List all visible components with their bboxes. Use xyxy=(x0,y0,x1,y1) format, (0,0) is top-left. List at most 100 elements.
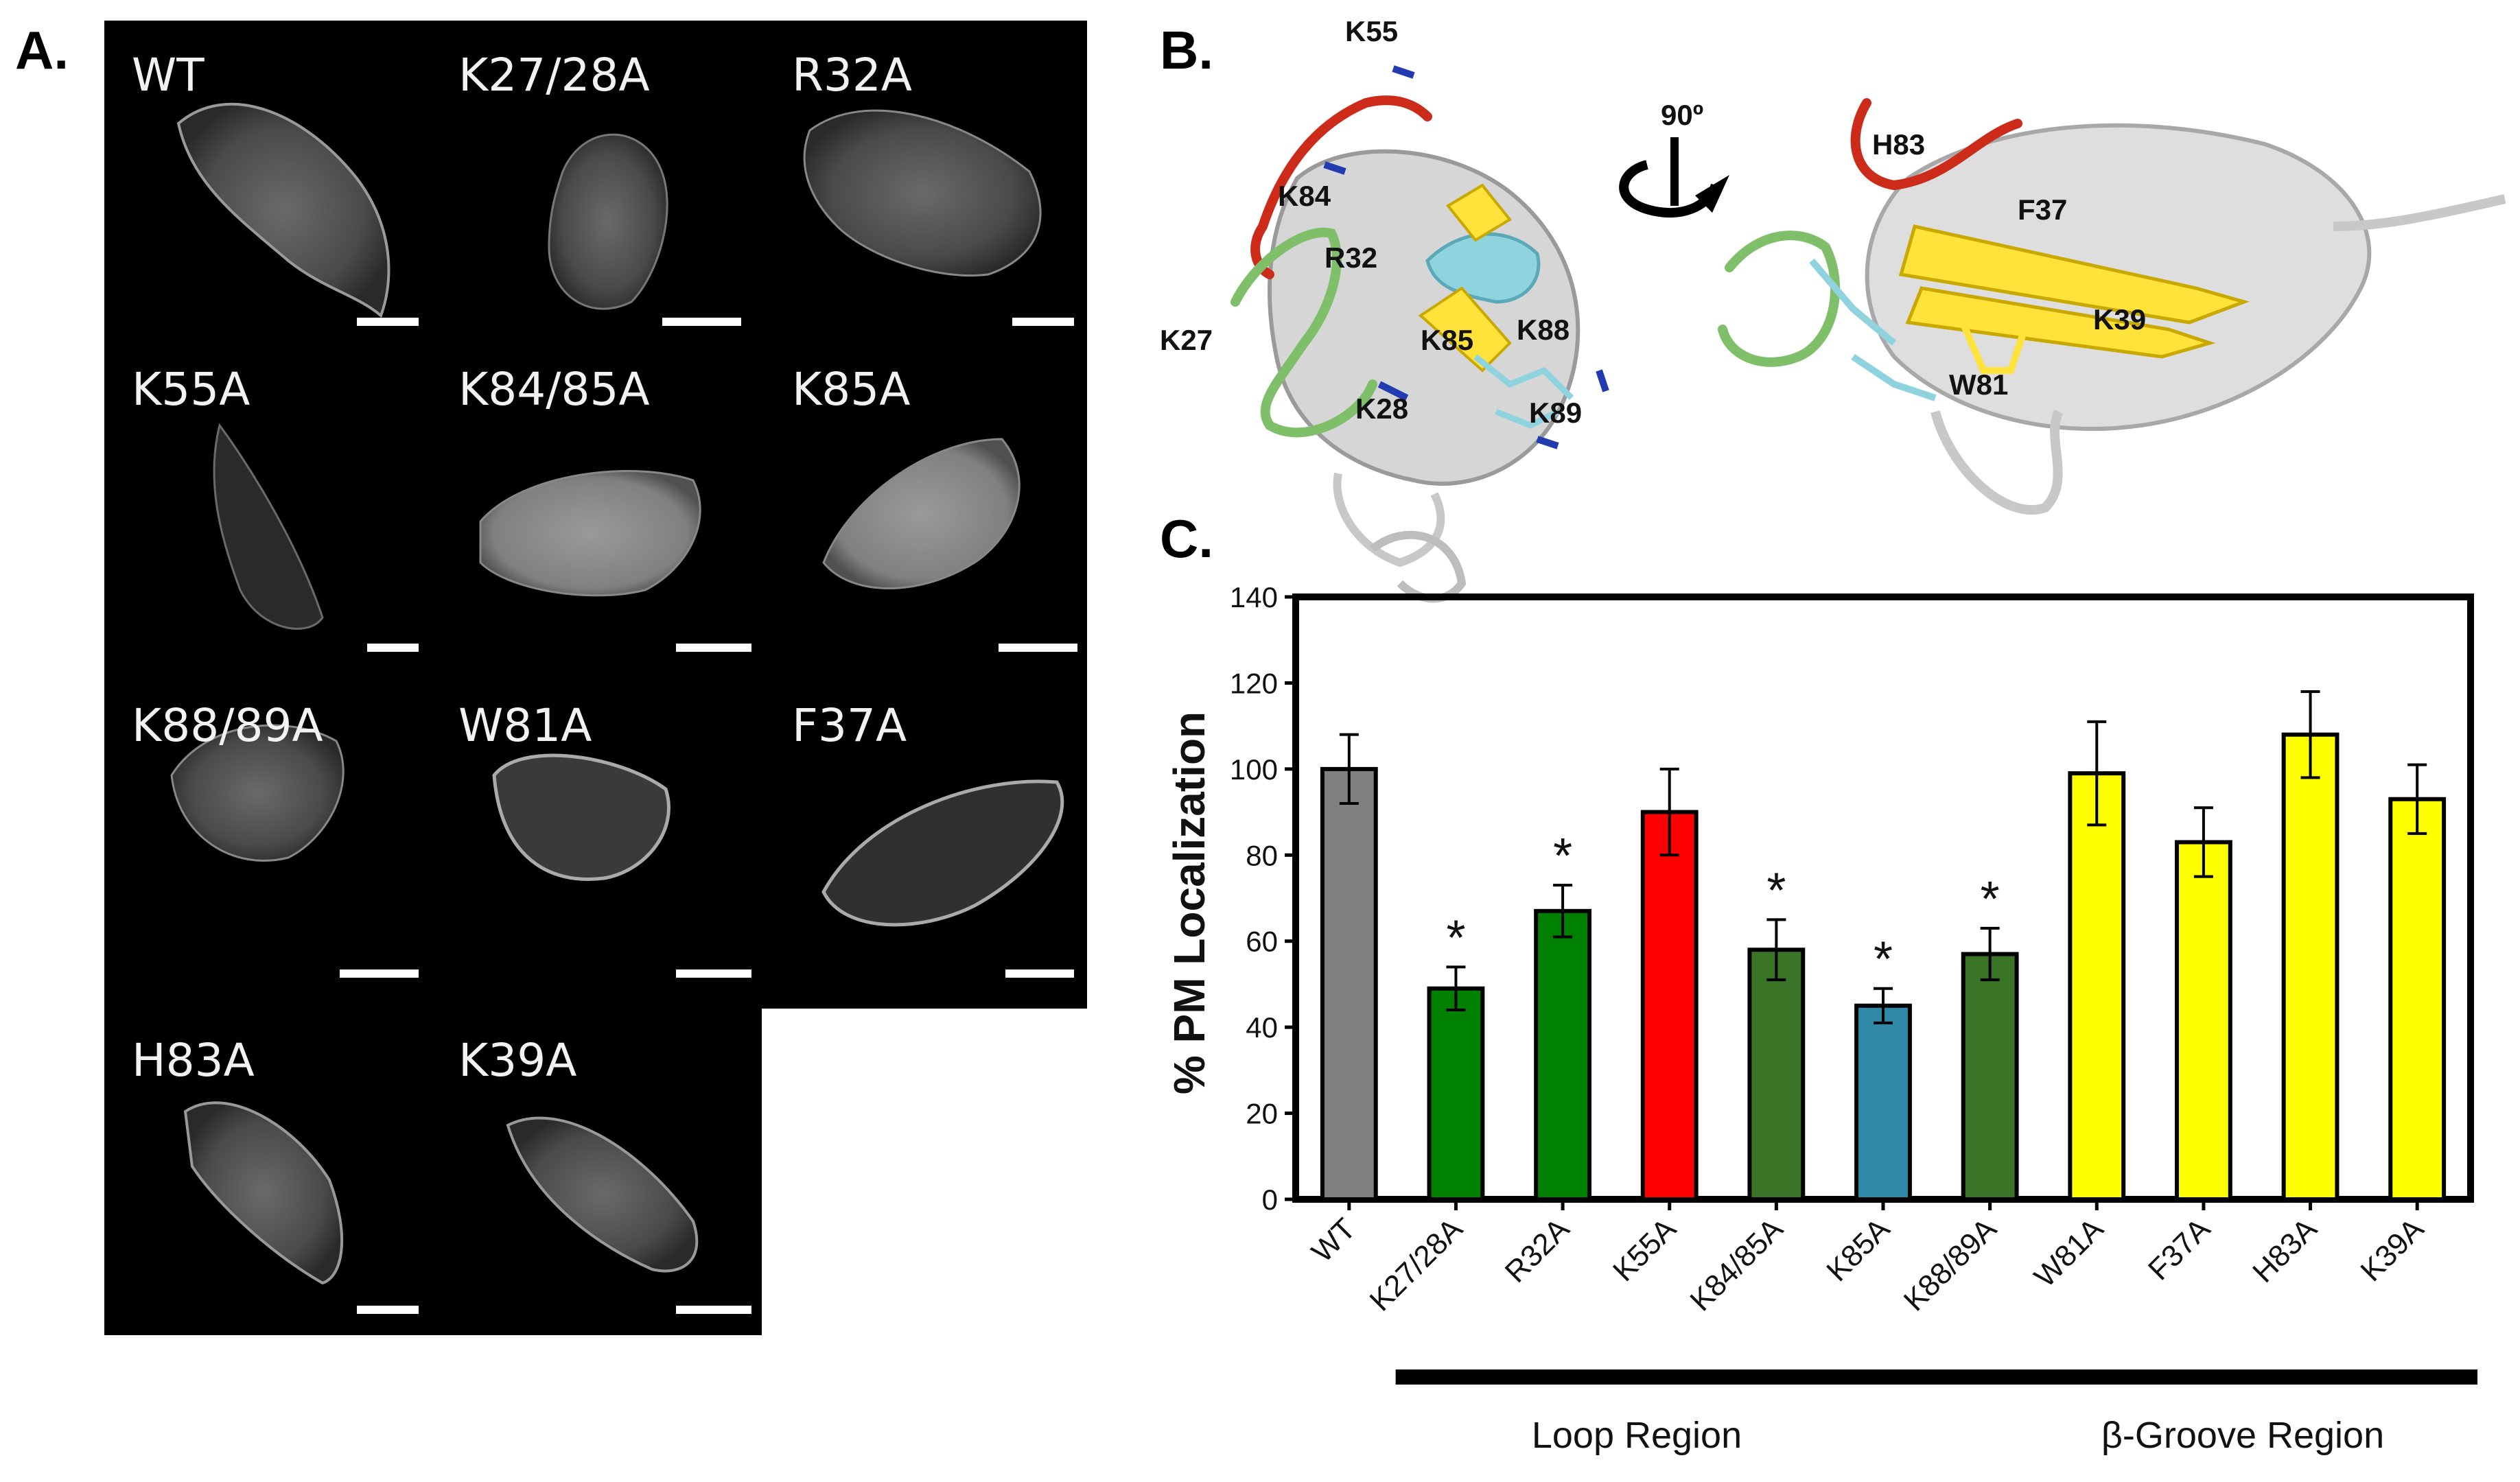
sidechain-blue xyxy=(1323,65,1609,449)
cell-k39 xyxy=(506,1116,699,1273)
cell-r32 xyxy=(803,109,1042,277)
cell-label-k2728: K27/28A xyxy=(458,49,650,102)
bar-k85a xyxy=(1854,1003,1912,1202)
x-tick-label: K39A xyxy=(2354,1212,2430,1288)
cell-label-h83: H83A xyxy=(132,1034,255,1087)
scale-bar xyxy=(340,969,419,978)
x-tick-label: R32A xyxy=(1499,1212,1576,1289)
panel-b-letter: B. xyxy=(1160,20,1213,80)
x-tick-label: K88/89A xyxy=(1898,1212,2003,1317)
residue-label-left: K28 xyxy=(1355,392,1408,425)
x-tick-label: H83A xyxy=(2246,1212,2324,1289)
cell-label-r32: R32A xyxy=(792,49,912,102)
cell-k55 xyxy=(213,423,324,630)
scale-bar xyxy=(662,318,741,326)
region-bracket-1 xyxy=(2036,1369,2477,1385)
residue-label-left: K84 xyxy=(1278,180,1331,212)
y-axis-label: % PM Localization xyxy=(1165,711,1214,1094)
significance-marker: * xyxy=(1553,829,1572,884)
residue-label-right: H83 xyxy=(1872,128,1925,161)
rotation-label: 90º xyxy=(1661,99,1703,131)
x-tick-label: K84/85A xyxy=(1683,1212,1789,1317)
cell-h83 xyxy=(183,1101,344,1285)
chart-labels: 0 20 40 60 80 100 120 140 WT * K27/28A * R32A K55A * K8… xyxy=(1230,581,2431,1317)
scale-bar xyxy=(357,318,419,326)
cell-k8485 xyxy=(479,470,701,597)
residue-label-left: K85 xyxy=(1421,324,1473,356)
y-tick-label: 100 xyxy=(1230,753,1278,786)
region-label-beta-groove: β-Groove Region xyxy=(2101,1415,2384,1456)
bar-k8889a xyxy=(1961,952,2019,1201)
cell-label-k55: K55A xyxy=(132,363,250,416)
cell-k85 xyxy=(822,438,1020,589)
loop-green-right xyxy=(1718,231,1841,367)
residue-label-left: K88 xyxy=(1517,314,1570,346)
scale-bar xyxy=(357,1306,419,1314)
residue-label-right: W81 xyxy=(1949,368,2008,401)
residue-label-left: R32 xyxy=(1325,242,1377,274)
cell-f37 xyxy=(821,779,1064,927)
chart-bars xyxy=(1320,690,2447,1202)
strand-yellow-right xyxy=(1898,224,2250,325)
y-tick-label: 0 xyxy=(1262,1184,1278,1216)
significance-marker: * xyxy=(1446,910,1465,965)
cell-label-k8889: K88/89A xyxy=(132,699,323,752)
strand-yellow xyxy=(1446,183,1512,242)
region-bracket-0 xyxy=(1395,1369,2051,1385)
panel-c-letter: C. xyxy=(1160,508,1213,569)
bar-r32a xyxy=(1534,908,1592,1202)
strand-yellow-right xyxy=(1905,286,2216,359)
residue-label-right: K39 xyxy=(2093,303,2146,336)
scale-bar xyxy=(676,1306,751,1314)
panel-a-letter: A. xyxy=(15,20,69,80)
loop-red-right xyxy=(1850,98,2022,191)
scale-bar xyxy=(1005,969,1074,978)
ribbon-gray-bottom xyxy=(1930,409,2064,515)
residue-label-left: K27 xyxy=(1160,324,1213,356)
residue-label-right: F37 xyxy=(2018,193,2067,226)
bar-k55a xyxy=(1640,810,1699,1201)
region-label-loop: Loop Region xyxy=(1532,1415,1742,1456)
residue-label-left: K89 xyxy=(1529,397,1582,429)
structure-left-view xyxy=(1230,65,1609,603)
sidechain-cyan xyxy=(1473,354,1574,429)
y-tick-label: 80 xyxy=(1246,839,1278,871)
y-tick-label: 120 xyxy=(1230,667,1278,699)
scale-bar xyxy=(1012,318,1074,326)
cell-k2728 xyxy=(548,133,668,310)
ribbon-gray-arm xyxy=(2333,194,2506,231)
structure-right-view xyxy=(1718,98,2506,515)
cell-label-k8485: K84/85A xyxy=(458,363,650,416)
loop-green xyxy=(1230,227,1377,438)
bar-wt xyxy=(1320,766,1378,1202)
rotation-arrow xyxy=(1619,137,1729,218)
cell-label-k85: K85A xyxy=(792,363,910,416)
strand-yellow xyxy=(1418,286,1512,373)
bar-f37a xyxy=(2175,840,2232,1201)
x-tick-label: WT xyxy=(1305,1212,1362,1269)
bar-h83a xyxy=(2281,732,2340,1201)
cell-k8889 xyxy=(170,724,345,862)
cell-wt xyxy=(176,102,390,318)
significance-marker: * xyxy=(1874,932,1893,987)
residue-label-left: K55 xyxy=(1345,15,1398,47)
cell-label-f37: F37A xyxy=(792,699,907,752)
bar-k8485a xyxy=(1747,948,1806,1202)
y-tick-label: 40 xyxy=(1246,1011,1278,1044)
cell-label-wt: WT xyxy=(132,49,205,102)
significance-marker: * xyxy=(1981,872,2000,927)
sidechain-yellow-right xyxy=(1959,321,2028,374)
x-tick-label: K85A xyxy=(1820,1212,1896,1288)
y-tick-label: 140 xyxy=(1230,581,1278,613)
x-tick-label: F37A xyxy=(2142,1212,2217,1286)
scale-bar xyxy=(367,644,419,652)
sidechain-cyan-right xyxy=(1809,258,1937,401)
bar-w81a xyxy=(2068,771,2126,1201)
bar-k39a xyxy=(2388,797,2447,1202)
cell-w81 xyxy=(492,753,670,881)
scale-bar xyxy=(676,969,751,978)
scale-bar xyxy=(676,644,751,652)
